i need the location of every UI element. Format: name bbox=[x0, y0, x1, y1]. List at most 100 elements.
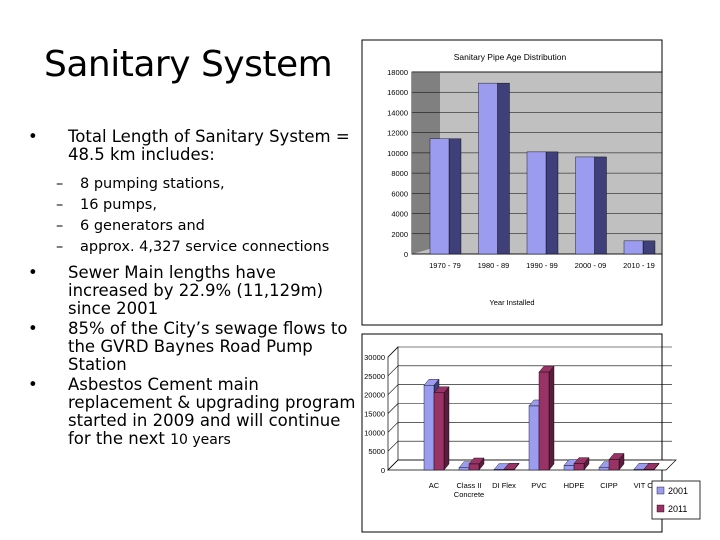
x-tick-label: 2010 - 19 bbox=[623, 261, 655, 270]
y-tick-label: 14000 bbox=[387, 108, 408, 117]
bar-side bbox=[642, 240, 656, 255]
bar bbox=[598, 467, 610, 471]
bar bbox=[643, 469, 655, 471]
bar-side bbox=[545, 151, 559, 255]
gridline-diag bbox=[387, 365, 399, 377]
x-tick-label: 1970 - 79 bbox=[429, 261, 461, 270]
bullet-marker: • bbox=[28, 263, 38, 282]
bar-side bbox=[497, 82, 510, 255]
x-tick-label: 1980 - 89 bbox=[478, 261, 510, 270]
x-tick-label: 2000 - 09 bbox=[575, 261, 607, 270]
bar bbox=[423, 385, 435, 471]
bar bbox=[528, 405, 540, 471]
sub-item-text: approx. 4,327 service connections bbox=[80, 239, 330, 255]
sub-list: –8 pumping stations, –16 pumps, –6 gener… bbox=[28, 174, 358, 258]
y-tick-label: 5000 bbox=[368, 447, 385, 456]
sub-item-generators: –6 generators and bbox=[28, 216, 358, 237]
bar bbox=[538, 371, 550, 471]
bar-2011 bbox=[573, 457, 590, 471]
y-tick-label: 20000 bbox=[364, 391, 385, 400]
y-tick-label: 12000 bbox=[387, 129, 408, 138]
slide-title: Sanitary System bbox=[44, 44, 333, 85]
legend-label-2001: 2001 bbox=[668, 486, 688, 496]
bar bbox=[575, 156, 595, 255]
bar-2011 bbox=[538, 365, 555, 471]
chart-title: Sanitary Pipe Age Distribution bbox=[454, 52, 567, 62]
bullet-asbestos-cement: • Asbestos Cement main replacement & upg… bbox=[28, 376, 358, 449]
dash-marker: – bbox=[56, 239, 64, 255]
bar-side bbox=[594, 156, 607, 255]
bullet-total-length: • Total Length of Sanitary System = 48.5… bbox=[28, 128, 358, 164]
x-tick-label: AC bbox=[429, 481, 440, 490]
bullet-sewer-main: • Sewer Main lengths have increased by 2… bbox=[28, 264, 358, 318]
y-tick-label: 6000 bbox=[391, 189, 408, 198]
x-tick-label: VIT Cl bbox=[634, 481, 655, 490]
y-tick-label: 15000 bbox=[364, 410, 385, 419]
bullet-text: Asbestos Cement main replacement & upgra… bbox=[68, 375, 356, 448]
x-tick-label: 1990 - 99 bbox=[526, 261, 558, 270]
bullet-text: Total Length of Sanitary System = 48.5 k… bbox=[68, 127, 350, 164]
legend-label-2011: 2011 bbox=[668, 504, 687, 514]
bar bbox=[468, 463, 480, 471]
x-tick-label: HDPE bbox=[564, 481, 585, 490]
y-tick-label: 8000 bbox=[391, 169, 408, 178]
gridline-diag bbox=[387, 422, 399, 433]
bar-2011 bbox=[608, 452, 625, 471]
bullet-list: • Total Length of Sanitary System = 48.5… bbox=[28, 128, 358, 459]
y-tick-label: 25000 bbox=[364, 372, 385, 381]
bar bbox=[573, 463, 585, 471]
bar-side bbox=[448, 138, 462, 255]
gridline-diag bbox=[387, 459, 399, 471]
x-tick-label: CIPP bbox=[600, 481, 618, 490]
x-tick-label: DI Flex bbox=[492, 481, 516, 490]
bullet-marker: • bbox=[28, 319, 38, 338]
chart-frame bbox=[361, 333, 663, 533]
y-tick-label: 18000 bbox=[387, 68, 408, 77]
sub-item-text: 6 generators and bbox=[80, 218, 205, 234]
bar-2011 bbox=[503, 462, 520, 471]
bar-side bbox=[443, 386, 450, 471]
bullet-marker: • bbox=[28, 375, 38, 394]
bullet-marker: • bbox=[28, 127, 38, 146]
sub-item-service-connections: – approx. 4,327 service connections bbox=[28, 237, 358, 258]
legend-swatch-2001 bbox=[656, 486, 665, 495]
bar bbox=[433, 392, 445, 471]
pipe-age-chart: 0 2000 4000 6000 8000 10000 12000 14000 16000 180… bbox=[361, 39, 663, 326]
dash-marker: – bbox=[56, 176, 64, 192]
gridline-diag bbox=[387, 346, 399, 358]
bullet-text-small: 10 years bbox=[170, 432, 231, 448]
bar-side bbox=[548, 365, 555, 471]
x-tick-label: Class II bbox=[456, 481, 481, 490]
bar-2011 bbox=[643, 462, 660, 471]
bar bbox=[503, 469, 515, 471]
sub-item-text: 8 pumping stations, bbox=[80, 176, 225, 192]
bar bbox=[526, 151, 547, 255]
dash-marker: – bbox=[56, 218, 64, 234]
y-tick-label: 10000 bbox=[387, 149, 408, 158]
bullet-text: 85% of the City’s sewage flows to the GV… bbox=[68, 319, 348, 374]
x-axis-label: Year Installed bbox=[489, 298, 534, 307]
bar bbox=[458, 467, 470, 471]
sub-item-pumps: –16 pumps, bbox=[28, 195, 358, 216]
x-tick-label: Concrete bbox=[454, 490, 484, 499]
bar bbox=[633, 469, 645, 471]
bullet-sewage-flows: • 85% of the City’s sewage flows to the … bbox=[28, 320, 358, 374]
bullet-text: Sewer Main lengths have increased by 22.… bbox=[68, 263, 324, 318]
pipe-material-chart: 0 5000 10000 15000 20000 25000 30000 AC Class II… bbox=[361, 333, 701, 533]
y-tick-label: 0 bbox=[381, 466, 385, 475]
y-tick-label: 2000 bbox=[391, 230, 408, 239]
dash-marker: – bbox=[56, 197, 64, 213]
y-tick-label: 0 bbox=[404, 250, 408, 259]
gridline-diag bbox=[387, 384, 399, 395]
x-tick-label: PVC bbox=[531, 481, 547, 490]
bar bbox=[623, 240, 644, 255]
gridline-diag bbox=[387, 440, 399, 452]
y-tick-label: 16000 bbox=[387, 88, 408, 97]
y-tick-label: 4000 bbox=[391, 210, 408, 219]
sub-item-pumping-stations: –8 pumping stations, bbox=[28, 174, 358, 195]
bar bbox=[478, 82, 498, 255]
y-tick-label: 10000 bbox=[364, 428, 385, 437]
legend-swatch-2011 bbox=[656, 504, 665, 513]
bar bbox=[608, 459, 620, 471]
y-tick-label: 30000 bbox=[364, 353, 385, 362]
